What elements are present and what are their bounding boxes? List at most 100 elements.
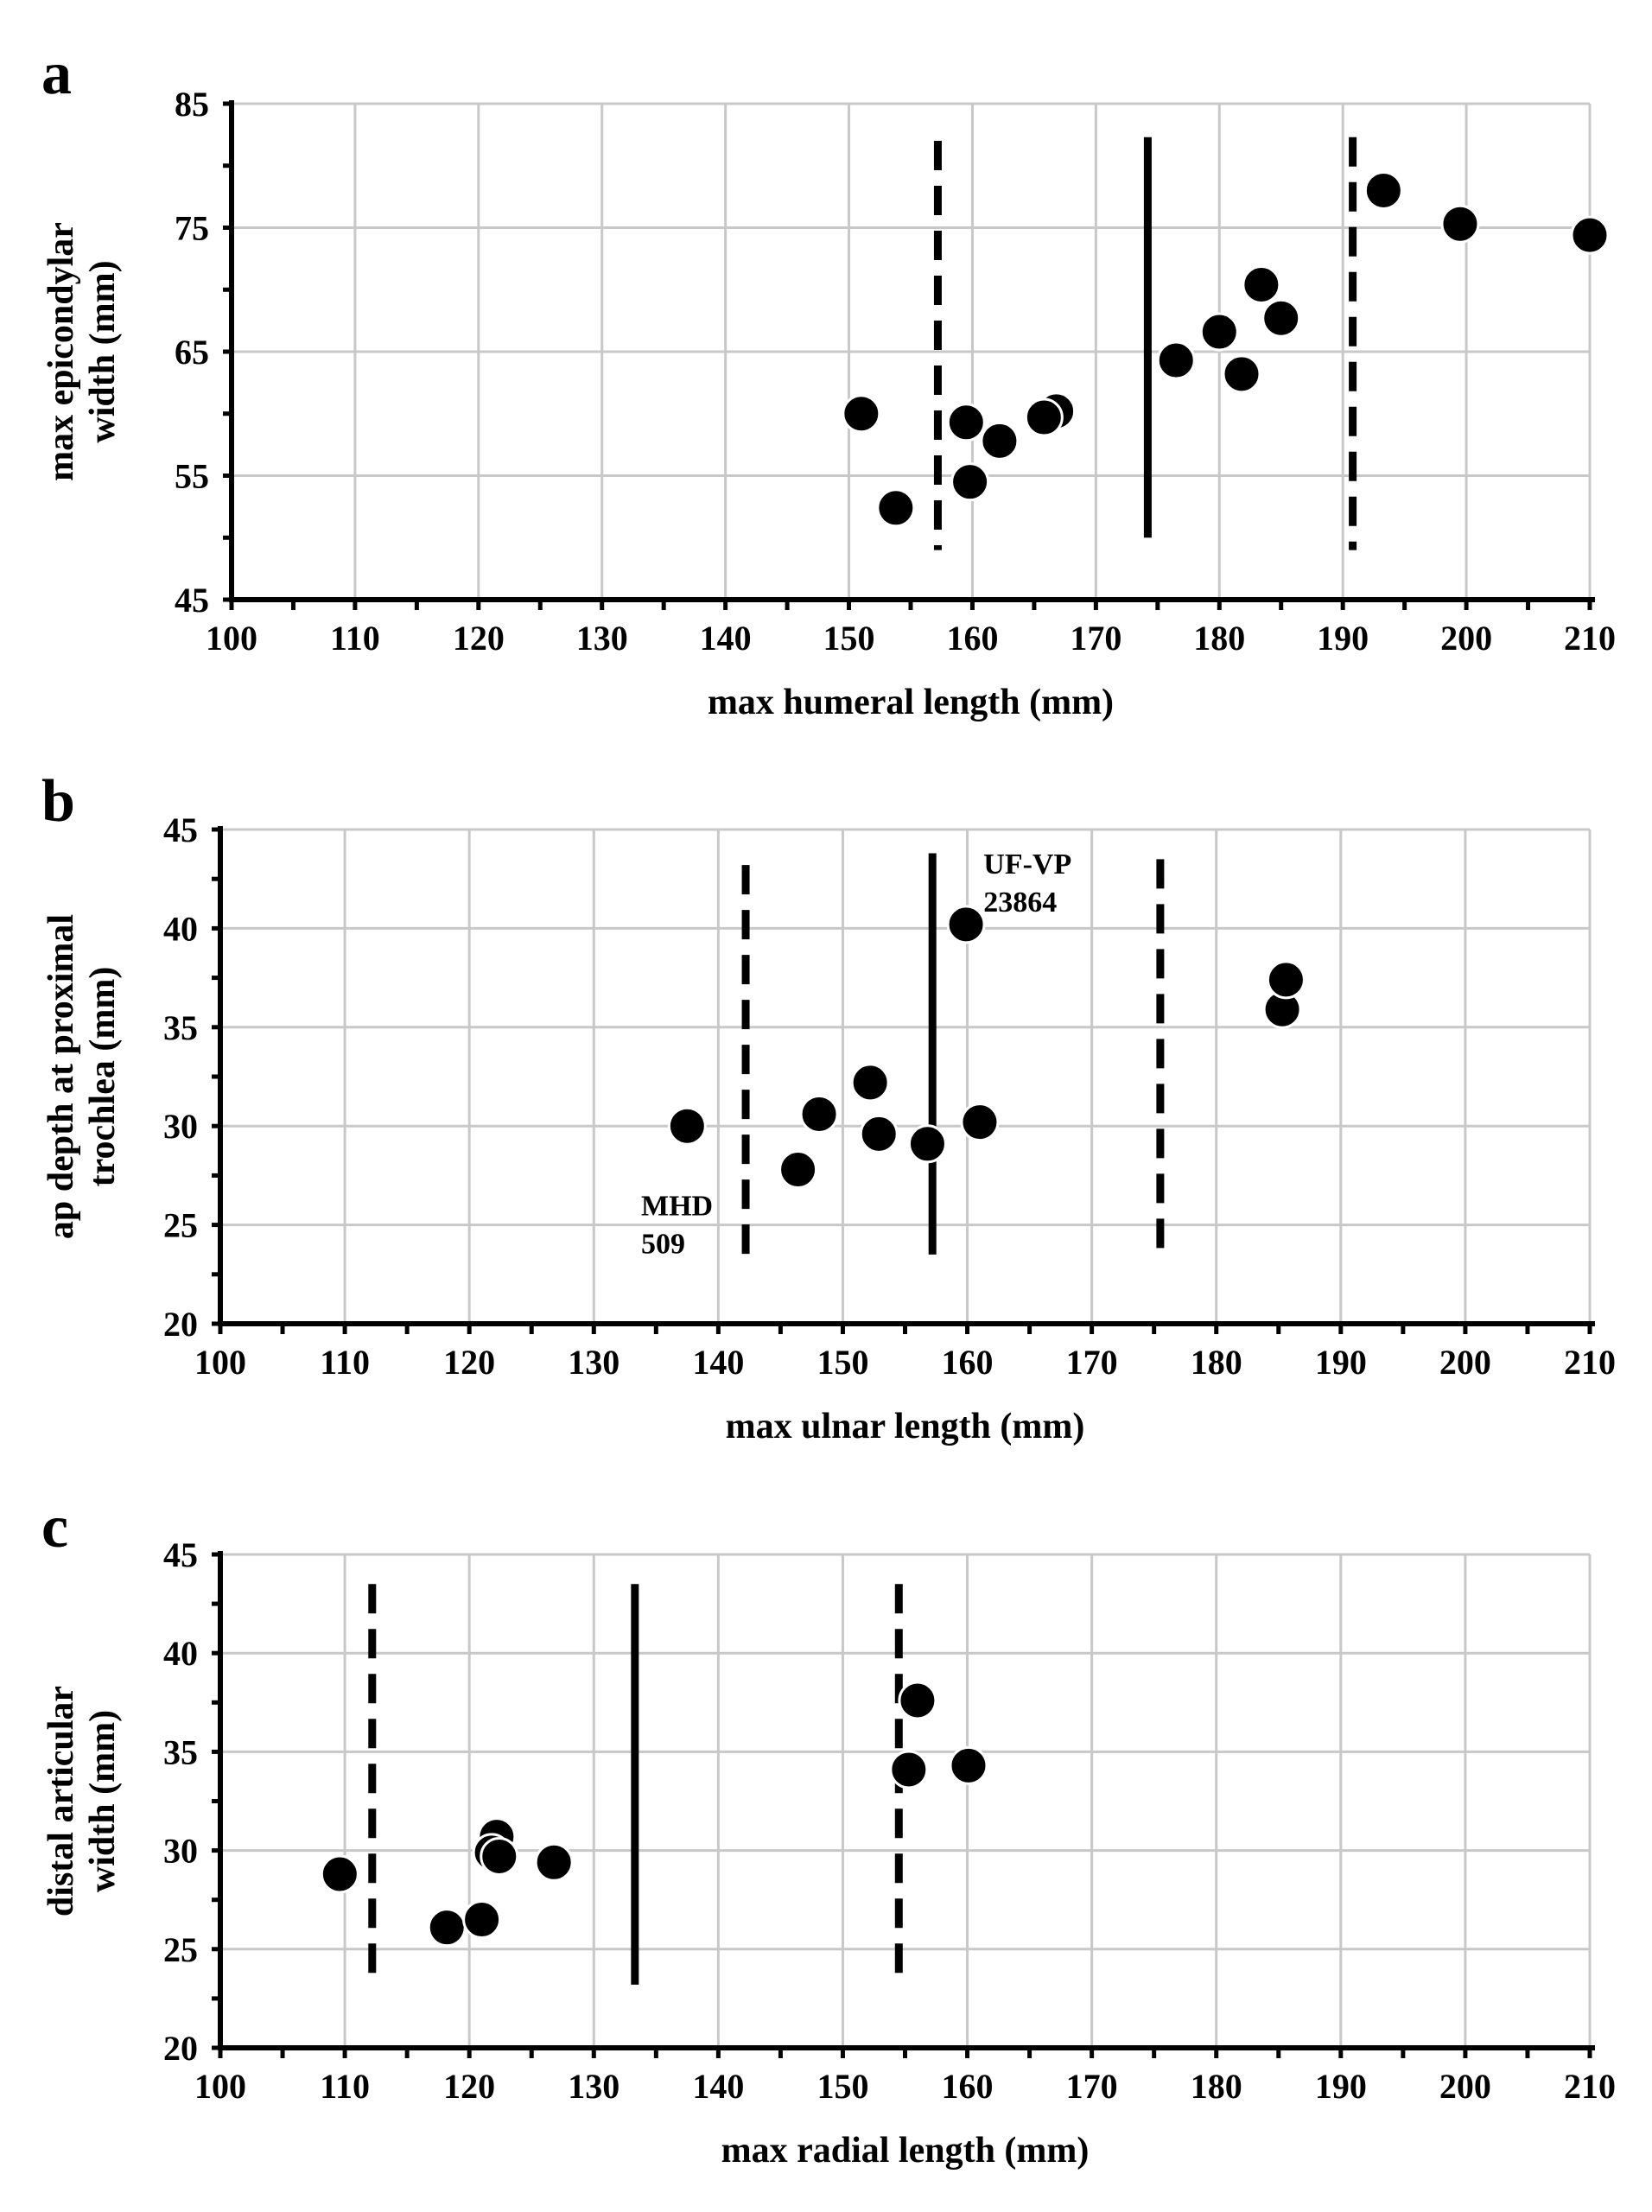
y-tick-label: 25 — [163, 1206, 198, 1245]
y-axis-title-line: width (mm) — [83, 1710, 123, 1892]
x-tick-label: 200 — [1440, 619, 1492, 658]
panel-a: a 100 110 120 130 140 150 160 170 180 190 200 210 45 5… — [41, 41, 1616, 722]
data-point — [1024, 397, 1064, 437]
y-axis-title: max epicondylar width (mm) — [41, 222, 123, 481]
data-point — [842, 394, 881, 434]
x-tick-label: 180 — [1193, 619, 1245, 658]
x-tick-label: 120 — [443, 2067, 495, 2106]
y-axis-title-line: width (mm) — [83, 260, 123, 442]
y-axis-title: distal articular width (mm) — [41, 1686, 123, 1916]
data-point — [667, 1106, 707, 1146]
x-tick-label: 160 — [942, 2067, 994, 2106]
x-tick-label: 160 — [946, 619, 998, 658]
annotation-line: 509 — [641, 1229, 685, 1261]
y-tick-label: 20 — [163, 1305, 198, 1344]
x-tick-label: 150 — [816, 2067, 868, 2106]
x-tick-label: 100 — [194, 2067, 246, 2106]
gridlines — [219, 828, 1592, 1325]
x-tick-label: 150 — [816, 1343, 868, 1382]
x-tick-label: 140 — [692, 1343, 744, 1382]
x-tick-label: 160 — [942, 1343, 994, 1382]
y-axis-title-line: ap depth at proximal — [41, 914, 81, 1239]
y-axis-title-line: max epicondylar — [41, 222, 81, 481]
x-tick-label: 110 — [330, 619, 380, 658]
y-tick-label: 40 — [163, 909, 198, 948]
x-axis-title: max radial length (mm) — [721, 2131, 1090, 2171]
y-tick-label: 40 — [163, 1634, 198, 1673]
data-point — [876, 488, 916, 528]
x-tick-label: 130 — [568, 2067, 620, 2106]
y-tick-label: 85 — [175, 85, 209, 124]
panel-letter: a — [41, 41, 72, 107]
data-point — [1266, 960, 1306, 1000]
x-tick-label: 190 — [1315, 1343, 1367, 1382]
annotation-line: MHD — [641, 1191, 713, 1223]
x-tick-label: 180 — [1191, 1343, 1242, 1382]
point-annotation: MHD 509 — [641, 1191, 713, 1261]
y-tick-label: 25 — [163, 1930, 198, 1969]
data-point — [859, 1114, 899, 1154]
annotation-line: 23864 — [983, 887, 1057, 918]
x-tick-label: 100 — [194, 1343, 246, 1382]
x-tick-label: 120 — [443, 1343, 495, 1382]
x-axis-title: max ulnar length (mm) — [726, 1407, 1085, 1446]
data-point — [427, 1908, 467, 1948]
x-tick-label: 210 — [1564, 619, 1616, 658]
data-point — [850, 1063, 890, 1103]
x-tick-label: 210 — [1564, 2067, 1616, 2106]
panel-letter: c — [41, 1494, 68, 1560]
x-tick-label: 100 — [206, 619, 257, 658]
data-point — [949, 1745, 988, 1785]
data-point — [946, 403, 986, 442]
y-axis-title-line: distal articular — [41, 1686, 81, 1916]
data-point — [1261, 298, 1301, 338]
x-tick-label: 110 — [320, 1343, 370, 1382]
data-point — [980, 421, 1020, 461]
y-tick-label: 35 — [163, 1008, 198, 1047]
panel-letter: b — [41, 768, 75, 835]
data-point — [1363, 170, 1403, 210]
x-tick-label: 140 — [692, 2067, 744, 2106]
x-tick-label: 110 — [320, 2067, 370, 2106]
data-point — [1199, 312, 1239, 352]
data-point — [799, 1094, 839, 1134]
y-tick-label: 45 — [175, 581, 209, 620]
x-tick-label: 170 — [1066, 1343, 1118, 1382]
data-point — [946, 905, 986, 944]
data-point — [1440, 204, 1480, 244]
data-point — [1222, 354, 1261, 394]
x-tick-label: 150 — [823, 619, 875, 658]
y-tick-label: 65 — [175, 333, 209, 372]
x-tick-label: 180 — [1191, 2067, 1242, 2106]
x-tick-label: 120 — [453, 619, 505, 658]
annotation-line: UF-VP — [983, 849, 1071, 880]
y-tick-label: 45 — [163, 1535, 198, 1574]
gridlines — [219, 1553, 1592, 2050]
point-annotation: UF-VP 23864 — [983, 849, 1071, 918]
data-point — [462, 1900, 502, 1940]
y-axis-title: ap depth at proximal trochlea (mm) — [41, 914, 123, 1239]
data-point — [950, 462, 990, 502]
x-tick-label: 170 — [1070, 619, 1121, 658]
x-axis-title: max humeral length (mm) — [708, 683, 1114, 722]
x-tick-label: 190 — [1317, 619, 1369, 658]
data-point — [1570, 215, 1610, 255]
y-axis-title-line: trochlea (mm) — [83, 967, 123, 1187]
data-point — [1242, 265, 1281, 305]
x-tick-label: 140 — [700, 619, 752, 658]
y-tick-label: 30 — [163, 1107, 198, 1146]
x-tick-label: 190 — [1315, 2067, 1367, 2106]
x-tick-label: 130 — [568, 1343, 620, 1382]
y-tick-label: 45 — [163, 810, 198, 849]
data-point — [898, 1681, 937, 1720]
data-point — [889, 1750, 929, 1789]
data-point — [1156, 340, 1196, 380]
x-tick-label: 210 — [1564, 1343, 1616, 1382]
panel-c: c 100 110 120 130 140 150 160 170 180 190 200 210 20 2… — [41, 1494, 1616, 2171]
data-point — [960, 1103, 1000, 1142]
x-tick-label: 200 — [1439, 1343, 1491, 1382]
data-point — [534, 1842, 574, 1882]
y-tick-label: 20 — [163, 2029, 198, 2068]
x-tick-label: 170 — [1066, 2067, 1118, 2106]
